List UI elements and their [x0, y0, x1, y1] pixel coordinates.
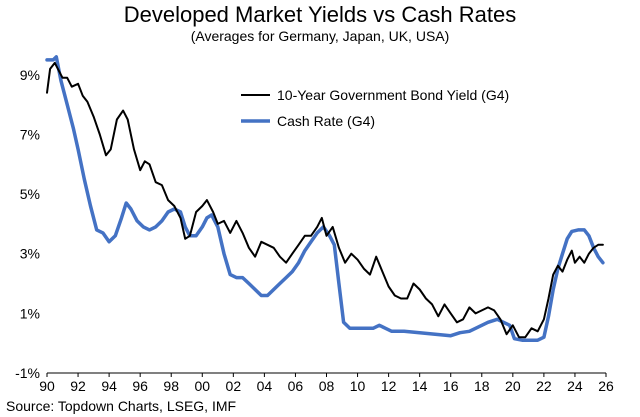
x-tick: 10: [350, 373, 366, 394]
y-tick-label: 9%: [20, 67, 40, 83]
cash-rate-line: [45, 55, 605, 342]
x-tick: 94: [101, 373, 117, 394]
x-tick-label: 08: [319, 378, 335, 394]
x-tick-label: 92: [70, 378, 86, 394]
x-tick-label: 16: [443, 378, 459, 394]
x-tick-label: 22: [536, 378, 552, 394]
x-tick: 06: [288, 373, 304, 394]
chart-title: Developed Market Yields vs Cash Rates: [123, 2, 517, 27]
x-tick-label: 26: [598, 378, 614, 394]
x-tick-label: 18: [474, 378, 490, 394]
x-tick: 12: [381, 373, 397, 394]
x-tick-label: 14: [412, 378, 428, 394]
legend-item: 10-Year Government Bond Yield (G4): [241, 87, 509, 103]
y-tick-label: 5%: [20, 186, 40, 202]
legend-label: 10-Year Government Bond Yield (G4): [277, 87, 509, 103]
y-tick-label: 7%: [20, 126, 40, 142]
x-tick: 14: [412, 373, 428, 394]
x-tick: 26: [598, 373, 614, 394]
x-axis: 90 92 94 96 98 00 02 04 06 08 10 12 14 16 18 20 22 24 26: [39, 372, 614, 394]
legend-label: Cash Rate (G4): [277, 113, 375, 129]
x-tick: 00: [194, 373, 210, 394]
series-layer: [45, 55, 605, 342]
chart-source: Source: Topdown Charts, LSEG, IMF: [6, 398, 237, 414]
x-tick-label: 10: [350, 378, 366, 394]
chart-subtitle: (Averages for Germany, Japan, UK, USA): [190, 28, 450, 44]
y-tick-label: -1%: [15, 365, 40, 381]
x-tick-label: 98: [163, 378, 179, 394]
x-tick: 02: [226, 373, 242, 394]
x-tick: 92: [70, 373, 86, 394]
x-tick-label: 12: [381, 378, 397, 394]
x-tick-label: 00: [194, 378, 210, 394]
x-tick: 18: [474, 373, 490, 394]
x-tick-label: 20: [505, 378, 521, 394]
y-tick-label: 3%: [20, 246, 40, 262]
x-tick-label: 04: [257, 378, 273, 394]
x-tick: 98: [163, 373, 179, 394]
x-tick: 20: [505, 373, 521, 394]
x-tick-label: 06: [288, 378, 304, 394]
x-tick-label: 02: [226, 378, 242, 394]
x-tick: 90: [39, 373, 55, 394]
x-tick: 96: [132, 373, 148, 394]
x-tick: 08: [319, 373, 335, 394]
x-tick-label: 90: [39, 378, 55, 394]
x-tick: 04: [257, 373, 273, 394]
legend-item: Cash Rate (G4): [241, 113, 375, 129]
x-tick: 16: [443, 373, 459, 394]
x-tick-label: 24: [567, 378, 583, 394]
x-tick: 22: [536, 373, 552, 394]
y-tick-label: 1%: [20, 305, 40, 321]
x-tick-label: 96: [132, 378, 148, 394]
x-tick-label: 94: [101, 378, 117, 394]
y-axis: -1% 1% 3% 5% 7% 9%: [15, 67, 40, 381]
bond-yield-line: [46, 61, 604, 339]
chart-legend: 10-Year Government Bond Yield (G4) Cash R…: [241, 87, 509, 129]
x-tick: 24: [567, 373, 583, 394]
